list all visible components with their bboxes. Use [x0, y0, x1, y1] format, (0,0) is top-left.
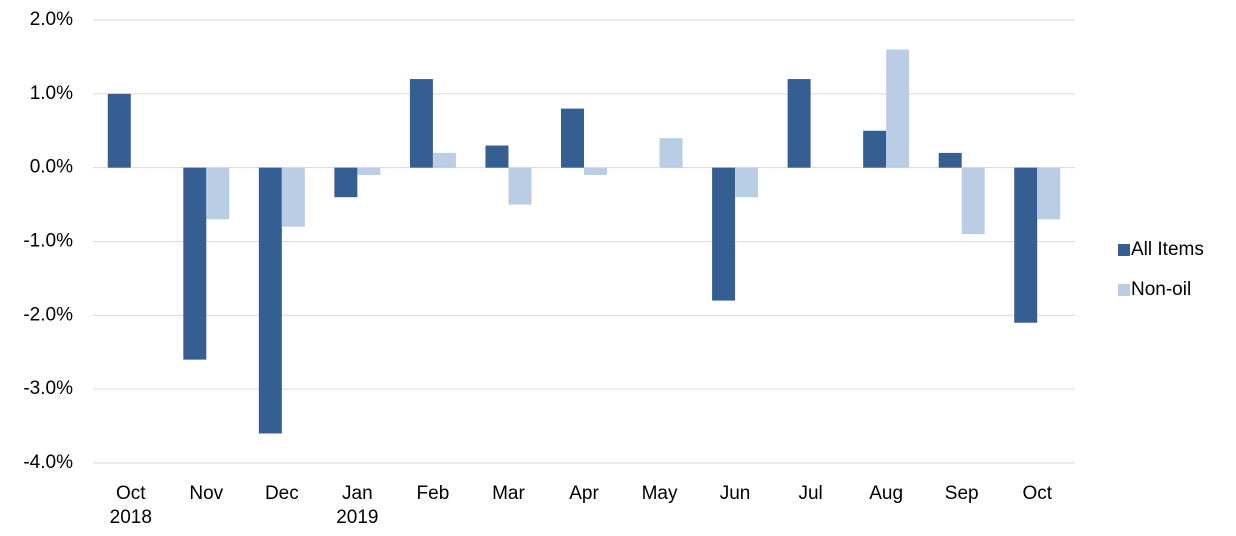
bar [258, 167, 282, 434]
bar [863, 130, 887, 168]
bar [334, 167, 358, 198]
y-tick-label: -3.0% [23, 378, 73, 399]
x-tick-label: May [641, 483, 678, 504]
bar [206, 167, 230, 220]
x-tick-label: Apr [569, 483, 599, 504]
x-tick-label: Sep [944, 483, 979, 504]
bar [561, 108, 584, 168]
bar [432, 152, 456, 168]
bar [508, 167, 532, 205]
bar [183, 167, 207, 360]
legend-swatch [1118, 284, 1130, 296]
bar [357, 167, 381, 176]
y-tick-label: 0.0% [30, 157, 73, 178]
y-tick-label: -2.0% [23, 304, 73, 325]
bar [1014, 167, 1038, 323]
x-tick-label: Dec [264, 483, 299, 504]
x-tick-label: Mar [492, 483, 525, 504]
legend-label: Non-oil [1131, 279, 1191, 300]
x-tick-label: Oct 2018 [109, 483, 152, 528]
x-tick-label: Feb [416, 483, 450, 504]
bar [787, 79, 811, 168]
bar [938, 152, 962, 168]
x-tick-label: Jul [798, 483, 823, 504]
bar [409, 79, 433, 168]
bar [281, 167, 305, 227]
bar [659, 138, 683, 168]
bar [107, 93, 131, 168]
bar [735, 167, 759, 198]
bar [485, 145, 509, 168]
legend-swatch [1118, 244, 1130, 256]
x-tick-label: Aug [869, 483, 904, 504]
bar [1037, 167, 1061, 220]
bar [584, 167, 607, 176]
x-tick-label: Jun [719, 483, 751, 504]
y-tick-label: 1.0% [30, 83, 73, 104]
y-tick-label: 2.0% [30, 9, 73, 30]
legend-label: All Items [1131, 239, 1204, 260]
x-tick-label: Oct [1022, 483, 1052, 504]
y-tick-label: -1.0% [23, 231, 73, 252]
bar [886, 49, 910, 168]
y-tick-label: -4.0% [23, 452, 73, 473]
x-tick-label: Nov [189, 483, 224, 504]
bar [961, 167, 985, 235]
x-tick-label: Jan 2019 [336, 483, 379, 528]
bar [712, 167, 736, 301]
